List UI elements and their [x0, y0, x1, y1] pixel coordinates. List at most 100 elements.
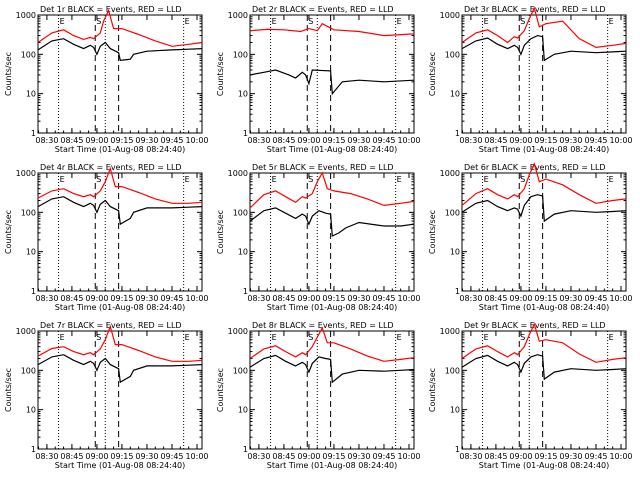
lld-series-line: [249, 326, 415, 362]
x-tick-label: 08:45: [272, 452, 295, 461]
y-tick-label: 1000: [16, 11, 36, 20]
marker-label: S: [96, 175, 101, 184]
y-tick-label: 1: [243, 287, 248, 296]
x-tick-label: 08:45: [60, 294, 83, 303]
x-tick-label: 08:30: [459, 452, 482, 461]
lld-series-line: [461, 6, 627, 49]
y-tick-label: 100: [233, 208, 248, 217]
lld-series-line: [461, 322, 627, 363]
y-axis-label: Counts/sec: [428, 368, 437, 412]
x-tick-label: 08:45: [272, 136, 295, 145]
x-tick-label: 08:30: [35, 452, 58, 461]
events-series-line: [249, 69, 415, 96]
x-tick-label: 08:30: [35, 136, 58, 145]
y-tick-label: 100: [21, 208, 36, 217]
y-tick-label: 1: [31, 129, 36, 138]
x-tick-label: 08:45: [484, 294, 507, 303]
x-tick-label: 09:30: [347, 136, 370, 145]
x-tick-label: 09:15: [534, 294, 557, 303]
marker-label: S: [520, 175, 525, 184]
y-tick-label: 10: [26, 406, 36, 415]
y-axis-label: Counts/sec: [216, 368, 225, 412]
events-series-line: [461, 34, 627, 62]
panel-det-9: Det 9r BLACK = Events, RED = LLD11010010…: [428, 321, 633, 470]
panel-title: Det 7r BLACK = Events, RED = LLD: [40, 321, 182, 330]
x-tick-label: 09:45: [584, 452, 607, 461]
x-tick-label: 09:45: [160, 136, 183, 145]
plot-frame: [461, 330, 627, 450]
marker-label: E: [272, 333, 277, 342]
x-tick-label: 09:00: [509, 136, 532, 145]
plot-frame: [37, 14, 203, 134]
x-tick-label: 09:00: [85, 452, 108, 461]
x-tick-label: 09:30: [135, 294, 158, 303]
x-tick-label: 09:45: [160, 452, 183, 461]
y-tick-label: 1000: [228, 169, 248, 178]
marker-label: S: [520, 17, 525, 26]
y-tick-label: 1: [243, 445, 248, 454]
x-tick-label: 09:15: [322, 294, 345, 303]
x-tick-label: 09:45: [372, 452, 395, 461]
events-series-line: [461, 194, 627, 223]
y-tick-label: 100: [233, 366, 248, 375]
x-tick-label: 10:00: [609, 294, 632, 303]
marker-label: E: [397, 333, 402, 342]
y-tick-label: 10: [450, 406, 460, 415]
y-axis-label: Counts/sec: [216, 52, 225, 96]
y-tick-label: 100: [233, 50, 248, 59]
y-tick-label: 1000: [440, 327, 460, 336]
panel-det-5: Det 5r BLACK = Events, RED = LLD 1 10 100 10…: [216, 163, 421, 312]
x-tick-label: 09:00: [85, 294, 108, 303]
x-tick-label: 09:00: [509, 294, 532, 303]
x-tick-label: 09:00: [85, 136, 108, 145]
x-tick-label: 09:15: [110, 136, 133, 145]
marker-label: E: [609, 175, 614, 184]
x-tick-label: 09:00: [297, 452, 320, 461]
marker-label: E: [484, 175, 489, 184]
x-tick-label: 09:15: [322, 452, 345, 461]
x-tick-label: 08:45: [484, 136, 507, 145]
y-tick-label: 1: [31, 445, 36, 454]
plot-frame: [249, 330, 415, 450]
x-axis-label: Start Time (01-Aug-08 08:24:40): [55, 461, 186, 470]
x-tick-label: 09:30: [135, 136, 158, 145]
panel-det-4: Det 4r BLACK = Events, RED = LLD 1 10 100 10…: [4, 163, 209, 312]
x-tick-label: 10:00: [185, 136, 208, 145]
x-tick-label: 08:30: [247, 452, 270, 461]
y-axis-label: Counts/sec: [428, 52, 437, 96]
marker-label: E: [60, 17, 65, 26]
y-tick-label: 1000: [440, 169, 460, 178]
y-tick-label: 1: [31, 287, 36, 296]
marker-label: E: [397, 17, 402, 26]
x-tick-label: 09:15: [110, 294, 133, 303]
y-tick-label: 1: [455, 287, 460, 296]
x-axis-label: Start Time (01-Aug-08 08:24:40): [479, 145, 610, 154]
lld-series-line: [461, 162, 627, 206]
x-tick-label: 08:45: [484, 452, 507, 461]
x-tick-label: 09:45: [160, 294, 183, 303]
x-tick-label: 09:30: [559, 294, 582, 303]
plot-frame: [37, 330, 203, 450]
marker-label: E: [609, 333, 614, 342]
x-axis-label: Start Time (01-Aug-08 08:24:40): [267, 303, 398, 312]
panel-det-1: Det 1r BLACK = Events, RED = LLD 1 10 100 10…: [4, 5, 209, 154]
x-tick-label: 10:00: [609, 136, 632, 145]
y-tick-label: 100: [445, 208, 460, 217]
x-tick-label: 09:30: [559, 136, 582, 145]
panel-title: Det 5r BLACK = Events, RED = LLD: [252, 163, 394, 172]
y-tick-label: 1000: [16, 327, 36, 336]
y-tick-label: 100: [445, 50, 460, 59]
panel-title: Det 2r BLACK = Events, RED = LLD: [252, 5, 394, 14]
x-tick-label: 10:00: [609, 452, 632, 461]
plot-frame: [461, 172, 627, 292]
x-tick-label: 08:45: [272, 294, 295, 303]
y-tick-label: 10: [450, 248, 460, 257]
y-tick-label: 100: [21, 366, 36, 375]
y-tick-label: 10: [450, 90, 460, 99]
lld-series-line: [37, 8, 203, 47]
y-tick-label: 10: [26, 248, 36, 257]
x-tick-label: 10:00: [397, 294, 420, 303]
x-axis-label: Start Time (01-Aug-08 08:24:40): [55, 303, 186, 312]
panel-title: Det 1r BLACK = Events, RED = LLD: [40, 5, 182, 14]
